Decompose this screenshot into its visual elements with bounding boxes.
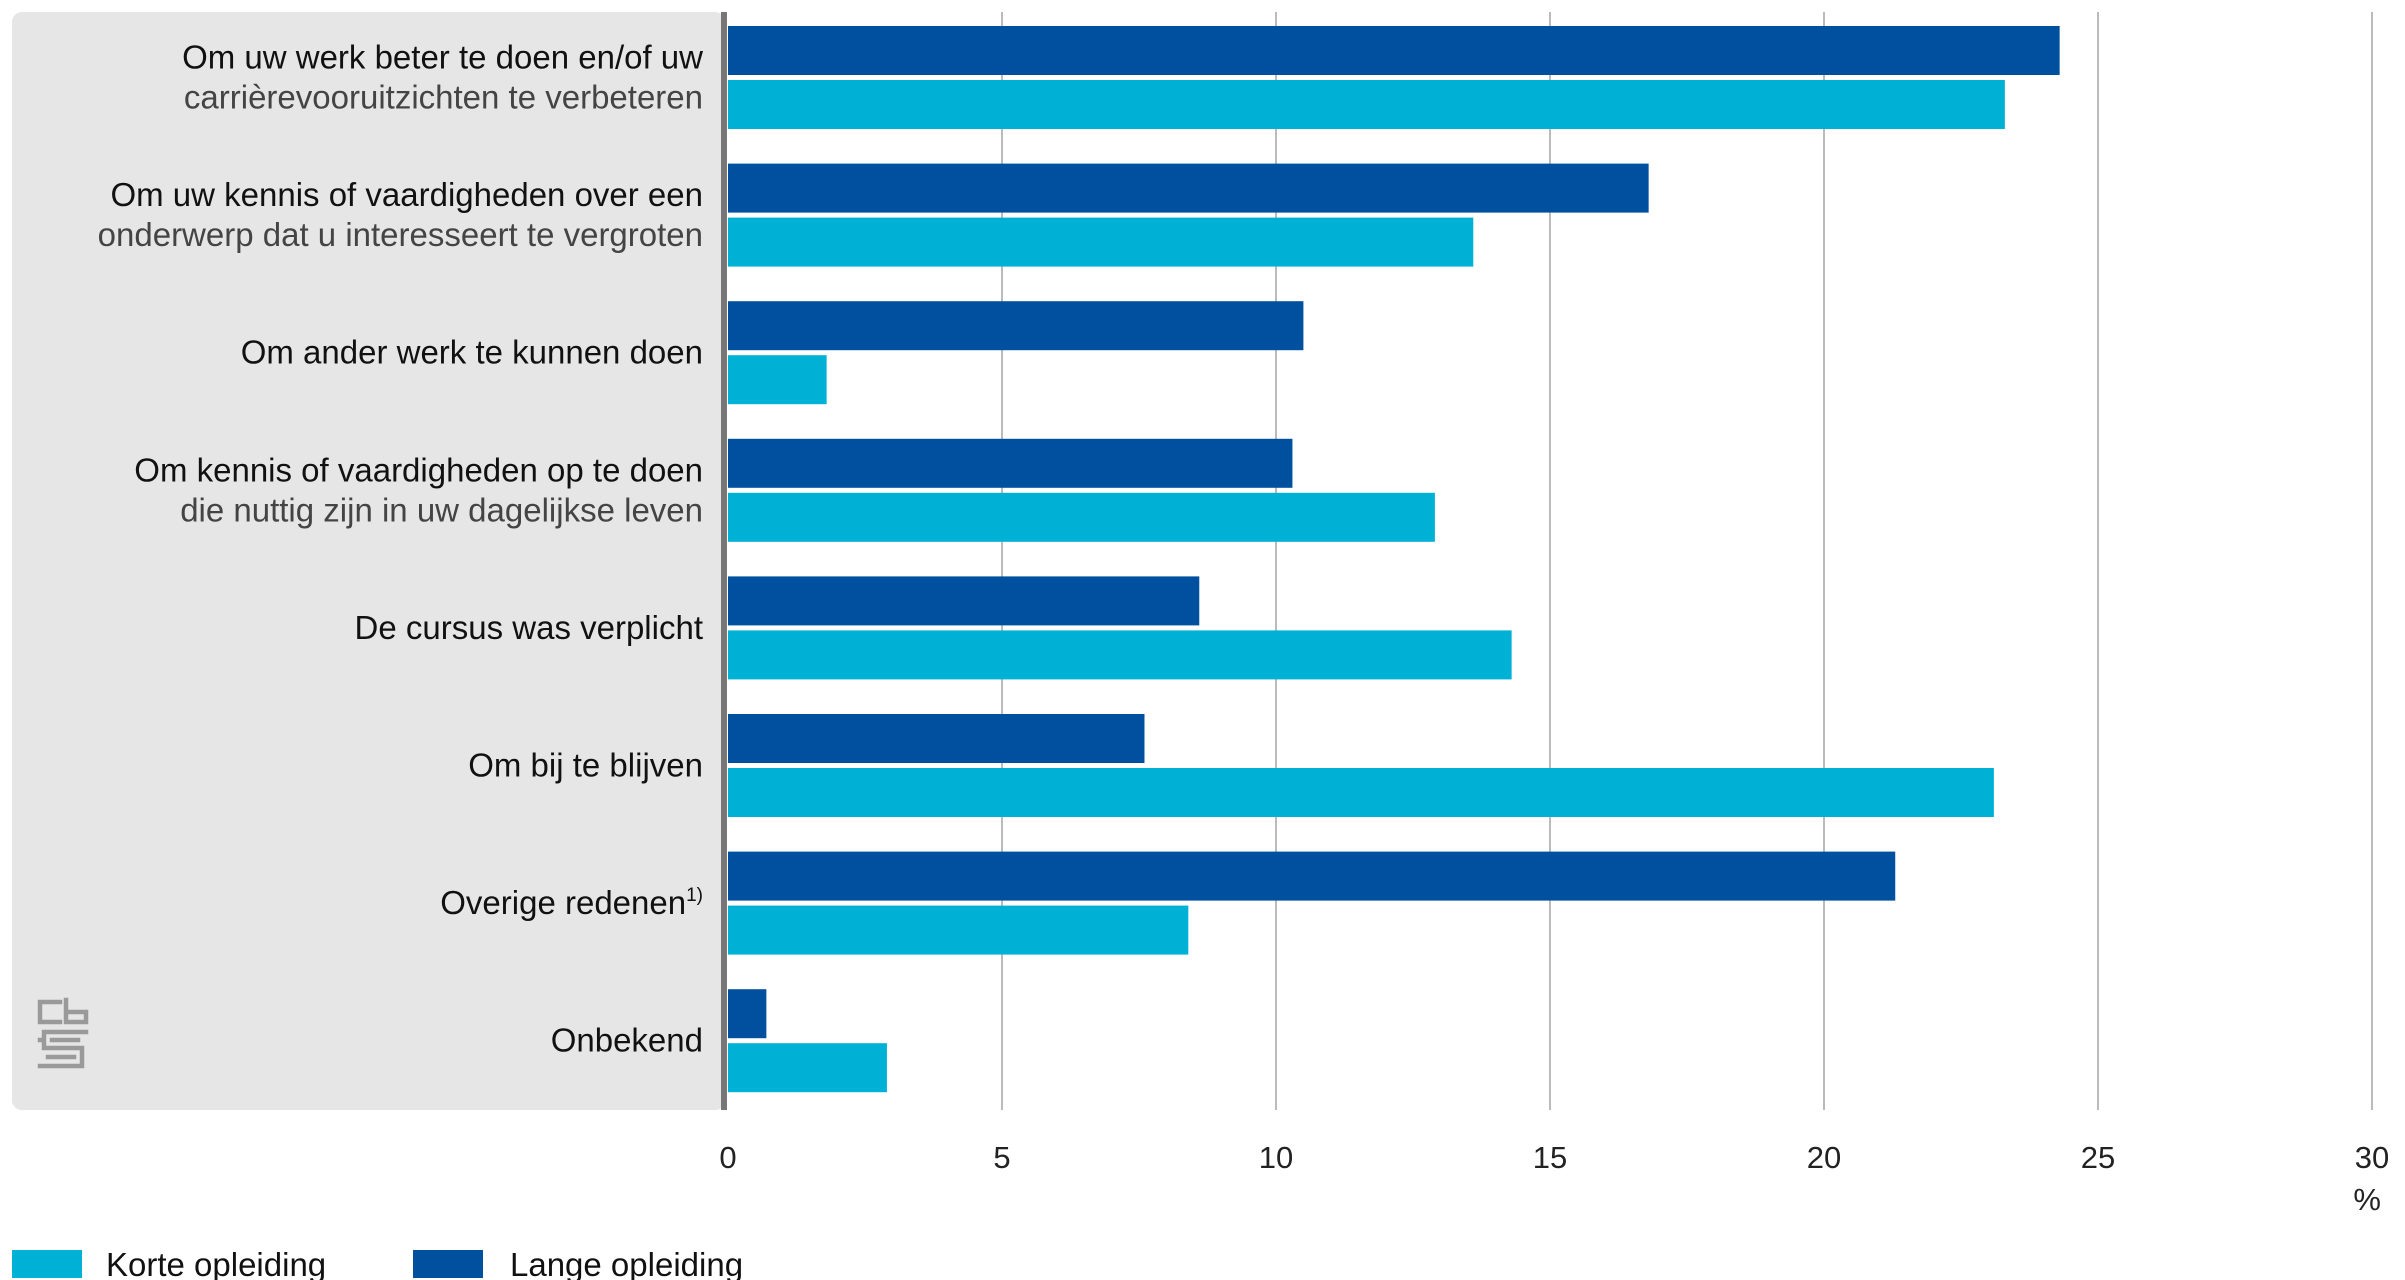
legend-swatch-0	[12, 1250, 82, 1278]
legend-label-0: Korte opleiding	[106, 1246, 326, 1280]
x-tick-label-30: 30	[2355, 1140, 2389, 1175]
bar-korte-7	[728, 1043, 887, 1093]
category-label-7: Onbekend	[551, 1022, 703, 1059]
bar-lange-1	[728, 163, 1649, 213]
bar-lange-3	[728, 438, 1293, 488]
x-tick-labels: 0 5 10 15 20 25 30	[719, 1140, 2389, 1175]
bar-lange-0	[728, 26, 2060, 75]
bar-korte-5	[728, 768, 1994, 817]
bar-korte-2	[728, 355, 827, 405]
x-tick-label-0: 0	[719, 1140, 736, 1175]
x-tick-label-15: 15	[1533, 1140, 1567, 1175]
category-label-6: Overige redenen1)	[440, 884, 703, 921]
legend: Korte opleiding Lange opleiding	[12, 1246, 743, 1280]
category-label-2: Om ander werk te kunnen doen	[241, 334, 703, 371]
x-tick-label-10: 10	[1259, 1140, 1293, 1175]
category-labels: Om uw werk beter te doen en/of uw carrièr…	[98, 39, 704, 1059]
x-tick-label-5: 5	[993, 1140, 1010, 1175]
category-label-0: Om uw werk beter te doen en/of uw carrièr…	[182, 39, 703, 116]
bar-korte-1	[728, 217, 1474, 267]
x-tick-label-25: 25	[2081, 1140, 2115, 1175]
category-label-3: Om kennis of vaardigheden op te doen die …	[134, 451, 703, 528]
bar-korte-6	[728, 905, 1189, 955]
bar-lange-7	[728, 989, 767, 1039]
x-tick-label-20: 20	[1807, 1140, 1841, 1175]
bars	[728, 26, 2060, 1093]
cbs-logo-icon	[37, 997, 89, 1069]
category-label-1: Om uw kennis of vaardigheden over een ond…	[98, 176, 703, 253]
bar-korte-4	[728, 630, 1512, 680]
bar-korte-3	[728, 492, 1435, 542]
bar-lange-4	[728, 576, 1200, 626]
category-label-4: De cursus was verplicht	[355, 609, 703, 646]
legend-label-1: Lange opleiding	[510, 1246, 743, 1280]
bar-korte-0	[728, 80, 2005, 129]
bar-lange-2	[728, 301, 1304, 351]
bar-lange-5	[728, 714, 1145, 763]
legend-swatch-1	[413, 1250, 483, 1278]
label-panel	[12, 12, 725, 1110]
category-label-5: Om bij te blijven	[468, 747, 703, 784]
bar-lange-6	[728, 851, 1896, 901]
x-unit-label: %	[2353, 1182, 2381, 1217]
